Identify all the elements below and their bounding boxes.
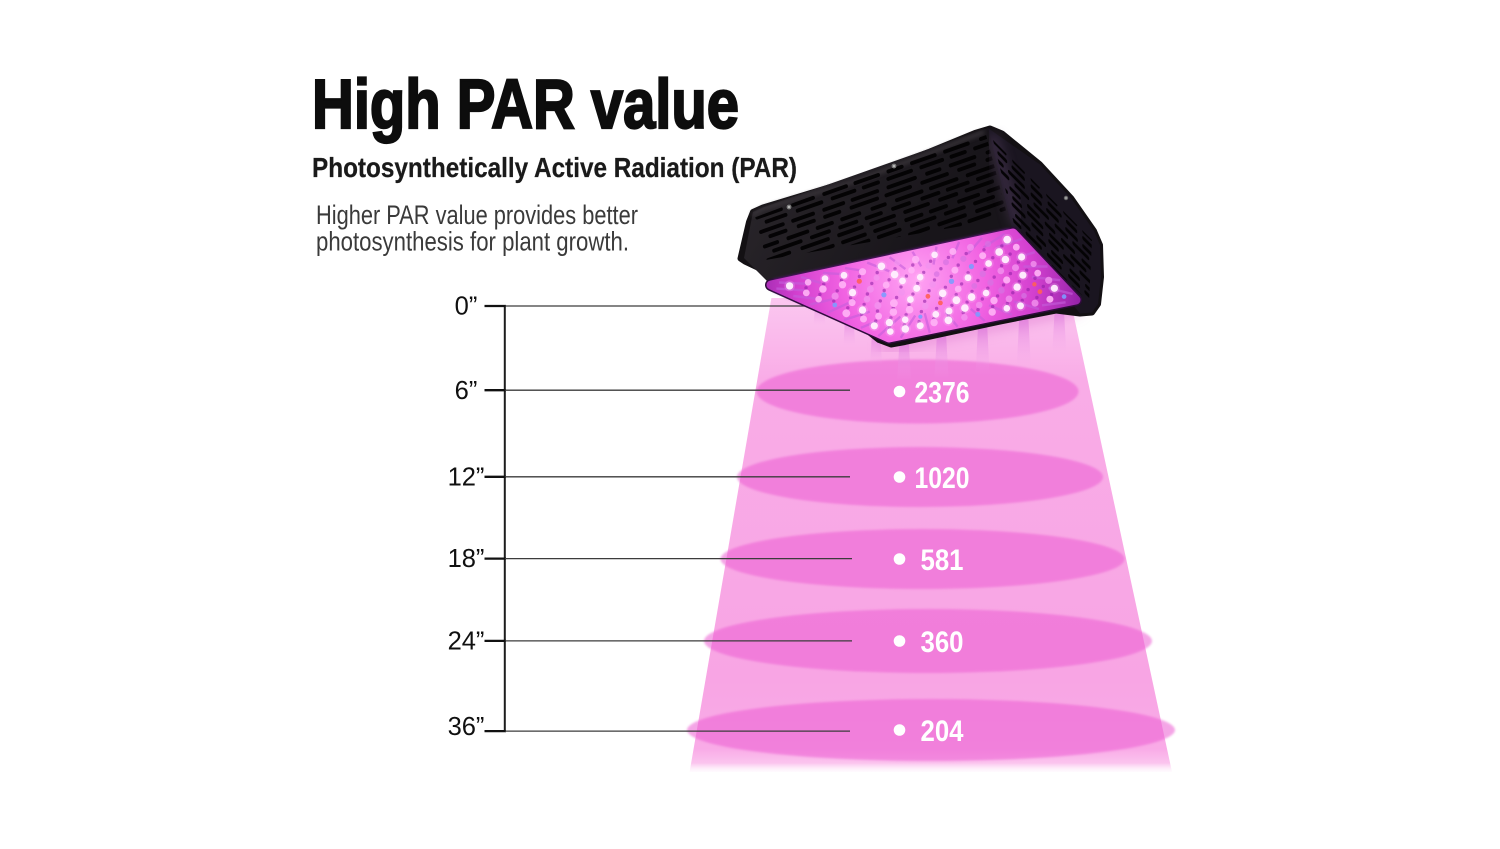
svg-text:2376: 2376 (915, 376, 970, 409)
svg-text:204: 204 (921, 715, 964, 748)
svg-text:High PAR value: High PAR value (312, 65, 739, 143)
svg-text:6”: 6” (455, 377, 478, 405)
svg-text:12”: 12” (448, 463, 485, 491)
svg-text:360: 360 (921, 626, 964, 659)
svg-text:1020: 1020 (915, 462, 970, 495)
svg-text:581: 581 (921, 544, 964, 577)
svg-text:36”: 36” (448, 713, 485, 741)
svg-text:Photosynthetically Active Radi: Photosynthetically Active Radiation (PAR… (312, 152, 797, 183)
svg-text:0”: 0” (455, 293, 478, 321)
svg-text:24”: 24” (448, 628, 485, 656)
svg-text:Higher PAR value provides bett: Higher PAR value provides better (316, 200, 638, 230)
svg-text:photosynthesis for plant growt: photosynthesis for plant growth. (316, 227, 629, 257)
svg-text:18”: 18” (448, 545, 485, 573)
